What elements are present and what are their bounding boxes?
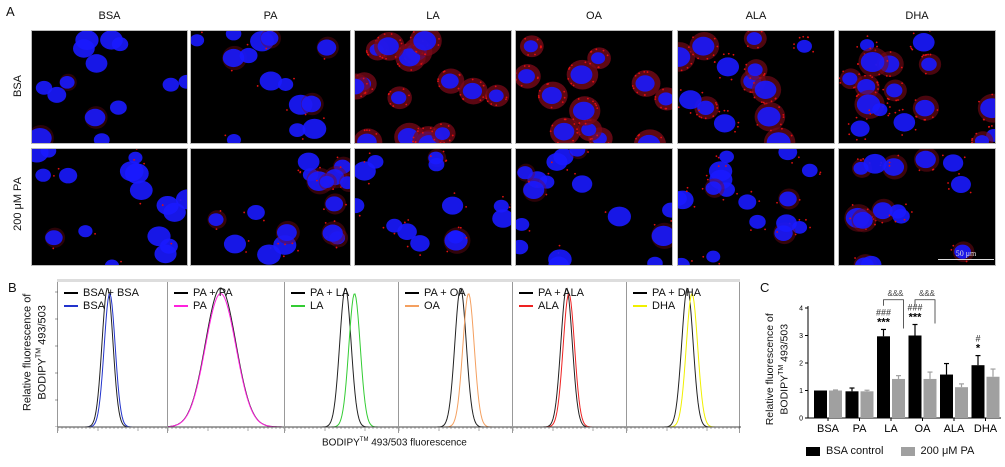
legend-line-color xyxy=(64,305,78,307)
legend-sample: PA xyxy=(174,300,233,313)
column-title-dha: DHA xyxy=(837,10,997,22)
legend-line-black xyxy=(519,292,533,294)
legend-item-200um-pa: 200 μM PA xyxy=(901,445,975,457)
panel-b-x-axis-label: BODIPYTM 493/503 fluorescence xyxy=(322,437,467,448)
svg-text:***: *** xyxy=(909,312,923,324)
legend-ref: PA + OA xyxy=(405,287,466,300)
micrograph-200mpa-bsa xyxy=(31,148,188,266)
svg-text:***: *** xyxy=(877,316,891,328)
micrograph-200mpa-la xyxy=(354,148,512,266)
svg-text:DHA: DHA xyxy=(974,423,998,435)
panel-b-label: B xyxy=(8,280,17,295)
panel-c-y-axis-label: Relative fluorescence of BODIPYTM 493/50… xyxy=(764,294,791,444)
legend-ref: PA + ALA xyxy=(519,287,584,300)
row-label-200um-pa: 200 μM PA xyxy=(12,164,24,244)
scale-bar: 50 μm xyxy=(938,249,994,260)
svg-text:*: * xyxy=(976,343,981,355)
histogram-pa: PA + PAPA xyxy=(167,282,284,433)
column-title-ala: ALA xyxy=(676,10,836,22)
legend-line-black xyxy=(291,292,305,294)
micrograph-bsa-ala xyxy=(677,30,835,144)
legend-ref: PA + LA xyxy=(291,287,349,300)
legend-sample: BSA xyxy=(64,300,139,313)
legend-sample: OA xyxy=(405,300,466,313)
svg-text:1: 1 xyxy=(799,388,803,395)
histogram-oa: PA + OAOA xyxy=(398,282,512,433)
legend-line-black xyxy=(633,292,647,294)
bar-chart-legend: BSA control 200 μM PA xyxy=(806,445,974,457)
legend-line-color xyxy=(633,305,647,307)
svg-text:&&&: &&& xyxy=(919,290,936,298)
y-axis-label-line2: BODIPYTM 493/503 xyxy=(34,277,49,427)
histogram-ala: PA + ALAALA xyxy=(512,282,626,433)
svg-text:PA: PA xyxy=(853,423,868,435)
micrograph-bsa-pa xyxy=(190,30,351,144)
histogram-legend: PA + PAPA xyxy=(174,287,233,313)
svg-text:&&&: &&& xyxy=(887,290,904,298)
histogram-dha: PA + DHADHA xyxy=(626,282,740,433)
svg-text:###: ### xyxy=(876,307,891,317)
micrograph-bsa-bsa xyxy=(31,30,188,144)
micrograph-bsa-oa xyxy=(515,30,673,144)
legend-swatch-gray xyxy=(901,447,915,456)
legend-line-black xyxy=(405,292,419,294)
legend-line-color xyxy=(291,305,305,307)
histogram-la: PA + LALA xyxy=(284,282,398,433)
svg-text:BSA: BSA xyxy=(817,423,840,435)
c-ylabel-line2: BODIPYTM 493/503 xyxy=(776,294,791,444)
svg-text:2: 2 xyxy=(799,361,803,368)
row-label-bsa: BSA xyxy=(12,56,24,116)
histogram-legend: PA + ALAALA xyxy=(519,287,584,313)
legend-swatch-black xyxy=(806,447,820,456)
histogram-legend: PA + LALA xyxy=(291,287,349,313)
histogram-legend: BSA + BSABSA xyxy=(64,287,139,313)
legend-ref: PA + PA xyxy=(174,287,233,300)
legend-sample: ALA xyxy=(519,300,584,313)
panel-c-label: C xyxy=(760,280,769,295)
svg-text:#: # xyxy=(975,334,980,344)
legend-line-black xyxy=(64,292,78,294)
micrograph-200mpa-pa xyxy=(190,148,351,266)
legend-ref: PA + DHA xyxy=(633,287,701,300)
histogram-bsa: BSA + BSABSA xyxy=(57,282,167,433)
scale-bar-text: 50 μm xyxy=(956,249,977,258)
svg-text:0: 0 xyxy=(799,416,803,423)
legend-sample: LA xyxy=(291,300,349,313)
legend-line-color xyxy=(174,305,188,307)
column-title-bsa: BSA xyxy=(30,10,190,22)
svg-text:ALA: ALA xyxy=(944,423,965,435)
legend-sample: DHA xyxy=(633,300,701,313)
micrograph-bsa-dha xyxy=(838,30,996,144)
legend-item-bsa-control: BSA control xyxy=(806,445,883,457)
histogram-legend: PA + OAOA xyxy=(405,287,466,313)
micrograph-bsa-la xyxy=(354,30,512,144)
legend-ref: BSA + BSA xyxy=(64,287,139,300)
panel-b-y-axis-label: Relative fluorescence of BODIPYTM 493/50… xyxy=(22,277,49,427)
panel-a-label: A xyxy=(6,4,15,19)
micrograph-200mpa-ala xyxy=(677,148,835,266)
legend-line-color xyxy=(519,305,533,307)
svg-text:OA: OA xyxy=(915,423,932,435)
svg-text:LA: LA xyxy=(884,423,898,435)
bar-chart: 01234BSAPALAOAALADHA***###&&&***###&&&*# xyxy=(790,290,1005,440)
legend-line-color xyxy=(405,305,419,307)
svg-text:4: 4 xyxy=(799,306,803,313)
micrograph-200mpa-oa xyxy=(515,148,673,266)
histogram-legend: PA + DHADHA xyxy=(633,287,701,313)
column-title-la: LA xyxy=(353,10,513,22)
y-axis-label-line1: Relative fluorescence of xyxy=(22,277,34,427)
svg-text:3: 3 xyxy=(799,333,803,340)
column-title-oa: OA xyxy=(514,10,674,22)
c-ylabel-line1: Relative fluorescence of xyxy=(764,294,776,444)
legend-line-black xyxy=(174,292,188,294)
column-title-pa: PA xyxy=(191,10,351,22)
histogram-y-ticks xyxy=(54,282,59,432)
